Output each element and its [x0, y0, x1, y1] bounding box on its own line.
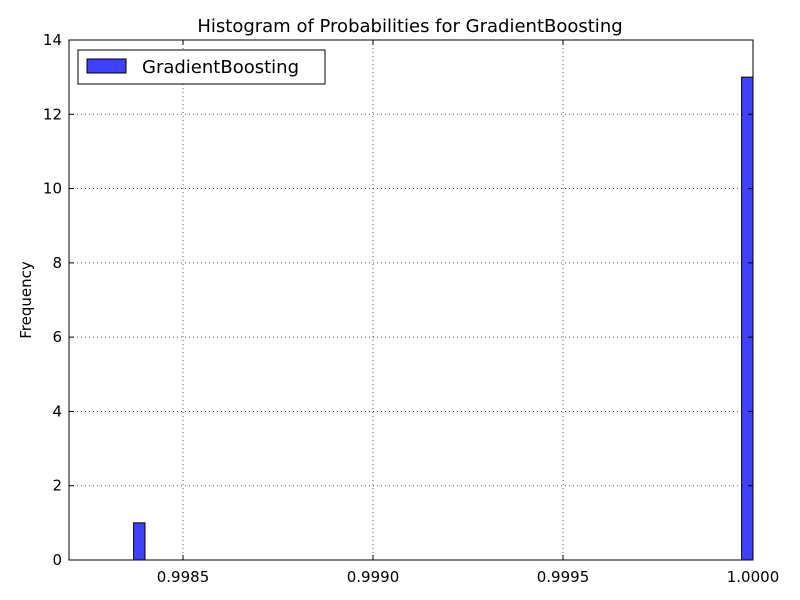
y-tick-label-7: 14 — [43, 31, 62, 49]
y-tick-label-4: 8 — [52, 254, 62, 272]
histogram-bar-0-1 — [741, 76, 754, 561]
y-axis-label: Frequency — [17, 261, 35, 339]
y-tick-label-0: 0 — [52, 551, 62, 569]
axis-ticks — [69, 39, 754, 561]
chart-legend: GradientBoosting — [77, 49, 326, 85]
x-tick-label-0: 0.9985 — [157, 568, 210, 586]
x-tick-label-2: 0.9995 — [537, 568, 590, 586]
grid-lines — [69, 39, 754, 561]
x-tick-label-3: 1.0000 — [727, 568, 780, 586]
y-tick-label-2: 4 — [52, 402, 62, 420]
plot-frame — [68, 39, 754, 561]
x-tick-labels: 0.9985 0.9990 0.9995 1.0000 — [157, 568, 780, 586]
chart-title: Histogram of Probabilities for GradientB… — [197, 16, 622, 37]
y-tick-label-1: 2 — [52, 477, 62, 495]
legend-swatch — [86, 58, 127, 74]
y-tick-label-3: 6 — [52, 328, 62, 346]
legend-label-gradientboosting: GradientBoosting — [142, 57, 299, 78]
y-tick-label-6: 12 — [43, 105, 62, 123]
histogram-bar-0-0 — [133, 522, 146, 561]
y-tick-labels: 0 2 4 6 8 10 12 14 — [43, 31, 62, 569]
y-tick-label-5: 10 — [43, 180, 62, 198]
x-tick-label-1: 0.9990 — [347, 568, 400, 586]
histogram-bars — [133, 76, 754, 561]
